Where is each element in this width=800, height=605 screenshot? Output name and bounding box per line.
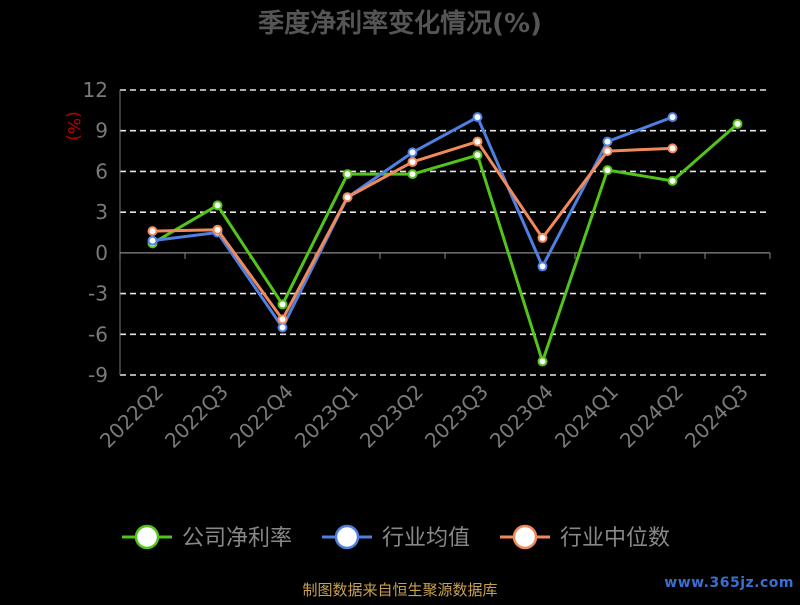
x-tick-label: 2023Q1 — [290, 380, 363, 453]
data-point — [342, 192, 353, 203]
y-tick-label: 0 — [95, 241, 108, 265]
series-2 — [147, 112, 678, 333]
x-tick-label: 2024Q3 — [680, 380, 753, 453]
data-point — [472, 150, 483, 161]
legend: 公司净利率 行业均值 行业中位数 — [122, 524, 670, 551]
legend-label: 公司净利率 — [182, 526, 292, 551]
x-tick-label: 2023Q4 — [485, 380, 558, 453]
y-tick-label: -6 — [88, 322, 108, 346]
x-tick-label: 2022Q4 — [225, 380, 298, 453]
series-layer — [147, 112, 743, 367]
data-point — [667, 175, 678, 186]
legend-label: 行业中位数 — [560, 526, 670, 551]
legend-item: 公司净利率 — [122, 524, 292, 551]
x-tick-label: 2022Q3 — [160, 380, 233, 453]
data-point — [602, 146, 613, 157]
watermark-logo: www.365jz.com — [664, 575, 794, 591]
data-point — [277, 299, 288, 310]
data-point — [667, 143, 678, 154]
data-point — [537, 356, 548, 367]
y-tick-label: 6 — [95, 159, 108, 183]
data-point — [407, 147, 418, 158]
series-line — [152, 140, 673, 321]
series-3 — [147, 136, 678, 325]
data-point — [147, 226, 158, 237]
data-point — [537, 232, 548, 243]
data-point — [667, 112, 678, 123]
y-tick-label: 9 — [95, 119, 108, 143]
y-tick-label: -3 — [88, 282, 108, 306]
legend-marker — [334, 524, 360, 550]
data-point — [147, 235, 158, 246]
y-tick-label: 3 — [95, 200, 108, 224]
x-tick-label: 2024Q2 — [615, 380, 688, 453]
data-source-note: 制图数据来自恒生聚源数据库 — [302, 581, 498, 599]
y-tick-label: -9 — [88, 363, 108, 387]
x-tick-label: 2024Q1 — [550, 380, 623, 453]
data-point — [602, 165, 613, 176]
data-point — [407, 169, 418, 180]
legend-item: 行业中位数 — [500, 524, 670, 551]
data-point — [342, 169, 353, 180]
y-axis-label: (%) — [63, 111, 83, 140]
x-tick-label: 2022Q2 — [95, 380, 168, 453]
x-tick-label: 2023Q2 — [355, 380, 428, 453]
x-tick-label: 2023Q3 — [420, 380, 493, 453]
data-point — [472, 112, 483, 123]
data-point — [212, 224, 223, 235]
data-point — [212, 200, 223, 211]
legend-label: 行业均值 — [382, 526, 470, 551]
legend-item: 行业均值 — [322, 524, 470, 551]
series-1 — [147, 118, 743, 367]
axis-layer: 129630-3-6-92022Q22022Q32022Q42023Q12023… — [83, 78, 771, 453]
legend-marker — [512, 524, 538, 550]
data-point — [407, 156, 418, 167]
data-point — [277, 314, 288, 325]
y-tick-label: 12 — [83, 78, 108, 102]
chart-title: 季度净利率变化情况(%) — [258, 8, 542, 39]
data-point — [602, 136, 613, 147]
grid-layer — [120, 89, 770, 376]
data-point — [277, 322, 288, 333]
data-point — [537, 261, 548, 272]
legend-marker — [134, 524, 160, 550]
series-line — [151, 122, 739, 363]
data-point — [732, 118, 743, 129]
data-point — [472, 136, 483, 147]
